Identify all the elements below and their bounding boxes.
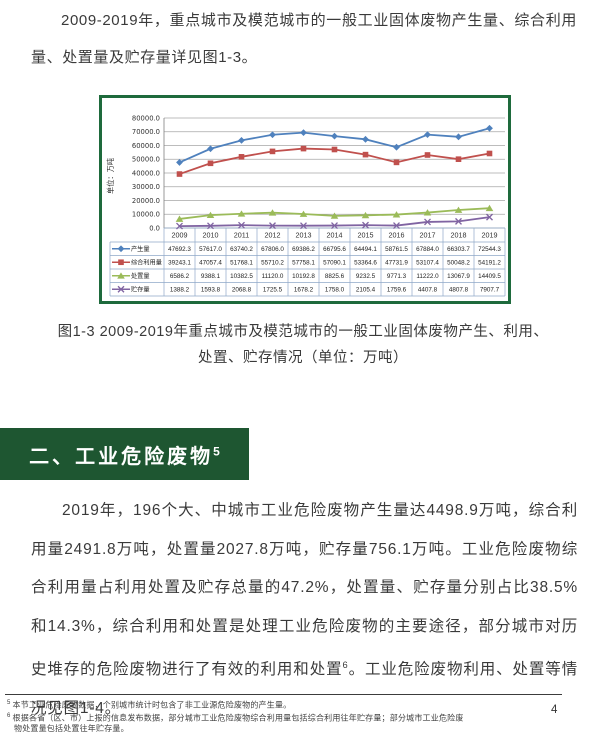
- figure-caption-line1: 图1-3 2009-2019年重点城市及模范城市的一般工业固体废物产生、利用、: [57, 324, 549, 340]
- svg-text:39243.1: 39243.1: [168, 260, 191, 267]
- svg-text:58761.5: 58761.5: [385, 246, 408, 253]
- svg-text:1388.2: 1388.2: [170, 287, 190, 294]
- svg-text:9771.3: 9771.3: [387, 273, 407, 280]
- svg-text:11222.0: 11222.0: [416, 273, 439, 280]
- svg-text:70000.0: 70000.0: [132, 128, 160, 136]
- footnote-ref-6: 6: [342, 660, 349, 670]
- svg-text:40000.0: 40000.0: [132, 169, 160, 177]
- svg-text:产生量: 产生量: [131, 245, 150, 253]
- page-number: 4: [551, 704, 558, 716]
- svg-text:1678.2: 1678.2: [294, 287, 314, 294]
- figure-caption: 图1-3 2009-2019年重点城市及模范城市的一般工业固体废物产生、利用、 …: [30, 319, 576, 371]
- svg-text:4807.8: 4807.8: [449, 287, 469, 294]
- svg-text:67884.0: 67884.0: [416, 246, 439, 253]
- svg-text:47692.3: 47692.3: [168, 246, 191, 253]
- svg-text:57758.1: 57758.1: [292, 260, 315, 267]
- svg-text:2015: 2015: [358, 231, 374, 240]
- svg-text:50000.0: 50000.0: [132, 156, 160, 164]
- svg-text:64494.1: 64494.1: [354, 246, 377, 253]
- svg-text:67806.0: 67806.0: [261, 246, 284, 253]
- svg-text:69386.2: 69386.2: [292, 246, 315, 253]
- svg-text:54191.2: 54191.2: [478, 260, 501, 267]
- svg-text:2016: 2016: [389, 231, 405, 240]
- section-heading-text: 二、工业危险废物5: [29, 443, 220, 468]
- figure-caption-line2: 处置、贮存情况（单位：万吨）: [198, 350, 408, 366]
- svg-text:47057.4: 47057.4: [199, 260, 222, 267]
- svg-text:55710.2: 55710.2: [261, 260, 284, 267]
- footnote-6-text: 根据各省（区、市）上报的信息发布数据，部分城市工业危险废物综合利用量包括综合利用…: [12, 713, 464, 734]
- svg-text:0.0: 0.0: [149, 224, 160, 232]
- svg-text:66303.7: 66303.7: [447, 246, 470, 253]
- svg-text:4407.8: 4407.8: [418, 287, 438, 294]
- body-paragraph: 2019年，196个大、中城市工业危险废物产生量达4498.9万吨，综合利用量2…: [31, 492, 578, 728]
- svg-text:2010: 2010: [203, 231, 219, 240]
- svg-text:10192.8: 10192.8: [292, 273, 315, 280]
- section-heading-industrial-hazardous-waste: 二、工业危险废物5: [0, 428, 249, 480]
- footnote-6-marker: 6: [7, 713, 11, 720]
- svg-text:2068.8: 2068.8: [232, 287, 252, 294]
- svg-text:1758.0: 1758.0: [325, 287, 345, 294]
- footnote-6: 6 根据各省（区、市）上报的信息发布数据，部分城市工业危险废物综合利用量包括综合利…: [7, 711, 469, 735]
- svg-text:处置量: 处置量: [131, 272, 150, 280]
- footnote-5-text: 本节工业危险废物数据，个别城市统计时包含了非工业源危险废物的产生量。: [12, 700, 292, 710]
- line-chart-canvas: 0.0 10000.0 20000.0 30000.0 40000.0 50000.0 60…: [102, 98, 508, 301]
- svg-text:53107.4: 53107.4: [416, 260, 439, 267]
- footnote-5: 5 本节工业危险废物数据，个别城市统计时包含了非工业源危险废物的产生量。: [7, 698, 469, 711]
- svg-text:2017: 2017: [420, 231, 436, 240]
- svg-text:1725.5: 1725.5: [263, 287, 283, 294]
- svg-text:63740.2: 63740.2: [230, 246, 253, 253]
- svg-text:综合利用量: 综合利用量: [131, 259, 162, 267]
- footnotes: 5 本节工业危险废物数据，个别城市统计时包含了非工业源危险废物的产生量。 6 根据各…: [7, 698, 469, 735]
- line-chart-svg: 0.0 10000.0 20000.0 30000.0 40000.0 50000.0 60…: [106, 114, 506, 297]
- svg-text:80000.0: 80000.0: [132, 114, 160, 122]
- svg-text:2014: 2014: [327, 231, 343, 240]
- body-paragraph-text-2: 。工业危险废物利用、处置等情况见图1-4。: [31, 661, 579, 717]
- section-heading-footnote-ref: 5: [213, 443, 220, 458]
- footnote-5-marker: 5: [7, 700, 11, 706]
- svg-text:51768.1: 51768.1: [230, 260, 253, 267]
- svg-text:2018: 2018: [451, 231, 467, 240]
- svg-text:2013: 2013: [296, 231, 312, 240]
- svg-text:9388.1: 9388.1: [201, 273, 221, 280]
- svg-text:2012: 2012: [265, 231, 281, 240]
- svg-text:1593.8: 1593.8: [201, 287, 221, 294]
- svg-text:2009: 2009: [172, 231, 188, 240]
- svg-text:2019: 2019: [482, 231, 498, 240]
- svg-text:13067.9: 13067.9: [447, 273, 470, 280]
- svg-text:20000.0: 20000.0: [132, 197, 160, 205]
- intro-paragraph: 2009-2019年，重点城市及模范城市的一般工业固体废物产生量、综合利用量、处…: [31, 12, 577, 66]
- svg-text:10000.0: 10000.0: [132, 211, 160, 219]
- svg-text:60000.0: 60000.0: [132, 142, 160, 150]
- svg-text:50048.2: 50048.2: [447, 260, 470, 267]
- svg-text:单位：万吨: 单位：万吨: [106, 158, 115, 194]
- svg-text:7907.7: 7907.7: [480, 287, 500, 294]
- footnote-separator: [5, 694, 562, 695]
- svg-text:2011: 2011: [234, 231, 249, 240]
- body-paragraph-text-1: 2019年，196个大、中城市工业危险废物产生量达4498.9万吨，综合利用量2…: [31, 502, 578, 679]
- svg-text:47731.9: 47731.9: [385, 260, 408, 267]
- svg-text:9232.5: 9232.5: [356, 273, 376, 280]
- svg-text:30000.0: 30000.0: [132, 183, 160, 191]
- svg-text:8825.6: 8825.6: [325, 273, 345, 280]
- svg-text:72544.3: 72544.3: [478, 246, 501, 253]
- svg-text:10382.5: 10382.5: [230, 273, 253, 280]
- svg-text:57090.1: 57090.1: [323, 260, 346, 267]
- svg-text:57617.0: 57617.0: [199, 246, 222, 253]
- svg-text:贮存量: 贮存量: [131, 286, 150, 294]
- svg-text:6586.2: 6586.2: [170, 273, 190, 280]
- svg-text:2105.4: 2105.4: [356, 287, 376, 294]
- svg-text:14409.5: 14409.5: [478, 273, 501, 280]
- figure-1-3-chart: 0.0 10000.0 20000.0 30000.0 40000.0 50000.0 60…: [99, 95, 511, 304]
- svg-text:1759.6: 1759.6: [387, 287, 407, 294]
- svg-text:53364.6: 53364.6: [354, 260, 377, 267]
- svg-text:11120.0: 11120.0: [262, 273, 284, 280]
- svg-text:66795.6: 66795.6: [323, 246, 346, 253]
